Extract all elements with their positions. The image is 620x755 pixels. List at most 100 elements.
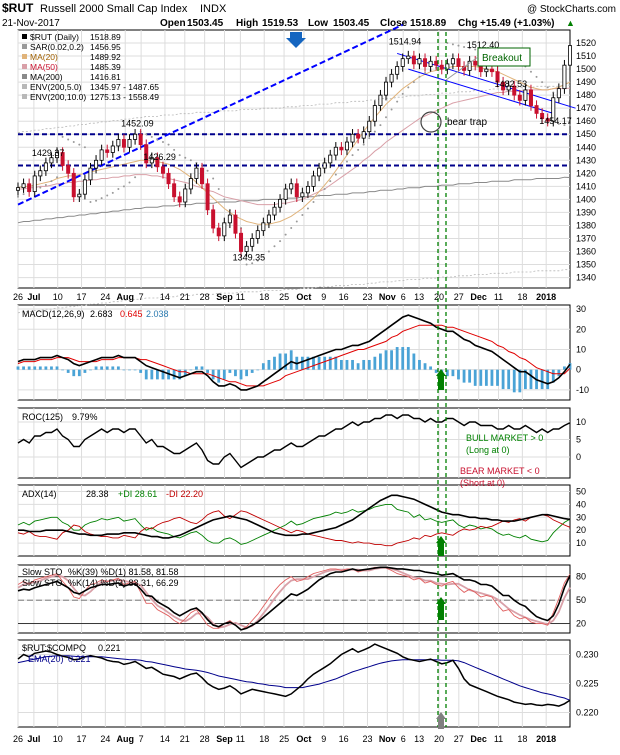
candle-body [356, 133, 361, 139]
sar-dot [161, 141, 164, 144]
macd-histogram-bar [16, 366, 20, 370]
x-tick-label: 18 [517, 734, 527, 744]
candle-body [305, 185, 310, 194]
sar-dot [357, 148, 360, 151]
macd-histogram-bar [429, 366, 433, 370]
chg-value: +15.49 (+1.03%) [480, 18, 555, 29]
candle-body [149, 157, 154, 164]
sar-dot [407, 86, 410, 89]
x-tick-label: 9 [321, 292, 326, 302]
sar-dot [17, 195, 19, 198]
candle-body [528, 89, 533, 106]
macd-histogram-bar [423, 363, 427, 370]
macd-histogram-bar [306, 356, 310, 370]
sar-dot [362, 143, 365, 146]
roc-title: ROC(125) [22, 412, 63, 422]
x-tick-label: 14 [160, 292, 170, 302]
legend-value: 1275.13 - 1558.49 [90, 92, 159, 102]
macd-histogram-bar [501, 369, 505, 390]
x-tick-label: 21 [180, 734, 190, 744]
macd-histogram-bar [484, 369, 488, 386]
sar-dot [134, 176, 137, 179]
candle-body [395, 66, 400, 75]
macd-histogram-bar [512, 369, 516, 393]
candle-body [411, 55, 416, 65]
macd-histogram-bar [211, 369, 215, 380]
candle-body [32, 175, 37, 192]
header-brand[interactable]: @ StockCharts.com [527, 4, 616, 15]
macd-histogram-bar [161, 369, 165, 380]
adx-line [18, 494, 571, 539]
macd-histogram-bar [245, 369, 249, 377]
x-tick-label: 20 [434, 292, 444, 302]
candle-body [517, 94, 522, 101]
y-tick-label: 1440 [576, 142, 596, 152]
candle-body [183, 188, 188, 203]
sar-dot [451, 43, 454, 46]
y-tick-label: 1380 [576, 220, 596, 230]
y-tick-label: 10 [576, 344, 586, 354]
bull-market-label: BULL MARKET > 0 [466, 433, 543, 443]
sar-dot [368, 137, 371, 140]
sar-dot [206, 169, 209, 172]
bear-trap-label: bear trap [447, 117, 487, 128]
sto-legend-2: %K(14) %D(3) 83.31, 66.29 [68, 578, 179, 588]
x-tick-label: 11 [236, 734, 245, 744]
macd-histogram-bar [401, 347, 405, 370]
sar-dot [373, 130, 376, 133]
x-tick-label: 17 [77, 292, 87, 302]
macd-histogram-bar [195, 366, 198, 370]
macd-histogram-bar [406, 347, 410, 370]
ratio-ema-label: EMA(20) [28, 654, 64, 664]
candle-body [417, 58, 422, 65]
macd-histogram-bar [284, 353, 288, 370]
x-tick-label: 25 [279, 292, 289, 302]
candle-body [317, 167, 322, 177]
sar-dot [245, 263, 248, 266]
ratio-title: $RUT:$COMPQ [22, 643, 86, 653]
x-tick-label: Jul [27, 292, 40, 302]
candle-body [94, 159, 99, 169]
candle-body [294, 183, 299, 198]
sar-dot [39, 186, 42, 189]
macd-histogram-bar [445, 369, 449, 377]
legend-value: 1485.39 [90, 62, 121, 72]
x-tick-label: Oct [296, 292, 311, 302]
macd-histogram-bar [289, 350, 293, 370]
y-tick-label: 1450 [576, 129, 596, 139]
x-tick-label: 11 [236, 292, 245, 302]
candle-body [328, 154, 333, 164]
candle-body [428, 60, 433, 67]
candle-body [110, 145, 115, 153]
roc-value: 9.79% [72, 412, 98, 422]
candle-body [311, 175, 316, 187]
legend-swatch [22, 64, 27, 69]
candle-body [77, 193, 82, 198]
sar-dot [457, 44, 460, 47]
candle-body [484, 68, 489, 73]
x-tick-label: Aug [116, 292, 134, 302]
sar-dot [256, 259, 259, 262]
x-tick-label: 18 [517, 292, 527, 302]
macd-histogram-bar [523, 369, 527, 390]
high-value: 1519.53 [262, 18, 299, 29]
macd-histogram-bar [529, 369, 533, 390]
sar-dot [178, 154, 181, 157]
macd-histogram-bar [468, 369, 472, 383]
ratio-ema-line [17, 655, 571, 701]
candle-body [99, 149, 104, 161]
y-tick-label: 1420 [576, 168, 596, 178]
bear-market-sub: (Short at 0) [460, 478, 505, 488]
price-label: 1512.40 [467, 40, 500, 50]
candle-body [88, 167, 93, 181]
x-tick-label: 24 [100, 292, 110, 302]
channel-bottom-line [408, 68, 554, 114]
candle-body [495, 71, 500, 83]
macd-histogram-bar [300, 356, 304, 370]
candle-body [199, 167, 204, 185]
x-tick-label: 26 [13, 292, 23, 302]
macd-value: 2.683 [90, 309, 113, 319]
candle-body [278, 198, 283, 208]
macd-histogram-bar [72, 369, 76, 377]
macd-histogram-bar [234, 369, 237, 377]
